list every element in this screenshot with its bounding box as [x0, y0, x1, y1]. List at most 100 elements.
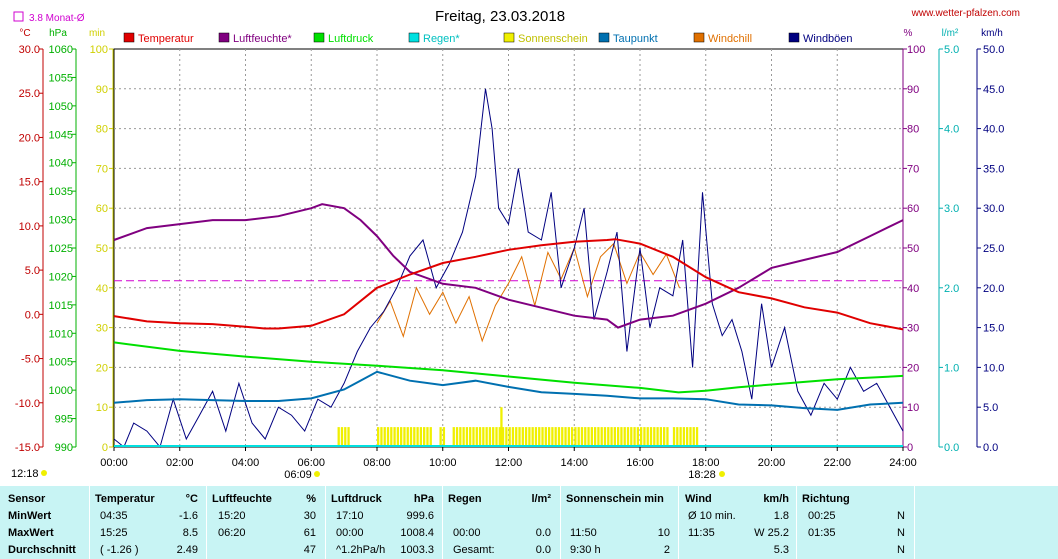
sunshine-bar	[452, 427, 455, 447]
legend-label: Luftdruck	[328, 33, 374, 45]
sunshine-bar	[521, 427, 524, 447]
x-tick-label: 12:00	[495, 457, 523, 469]
sunshine-bar	[475, 427, 478, 447]
sunshine-bar	[531, 427, 534, 447]
sunshine-bar	[551, 427, 554, 447]
legend-label: Taupunkt	[613, 33, 658, 45]
stats-cell-r_val: 0.0	[535, 544, 551, 556]
legend-label: Windchill	[708, 33, 752, 45]
stats-header-rain: Regen	[448, 493, 482, 505]
sunshine-bar	[561, 427, 564, 447]
stats-cell-h_val: 47	[303, 544, 316, 556]
axis-label-pressure: 995	[55, 414, 73, 426]
stats-header-dir: Richtung	[802, 493, 850, 505]
axis-label-humidity: 100	[907, 44, 925, 56]
x-axis-ticks: 00:00 02:00 04:00 06:00 08:00 10:00 12:00 14:00…	[11, 447, 917, 481]
sunshine-bar	[498, 427, 501, 447]
axis-label-humidity: 50	[907, 243, 919, 255]
stats-cell-h_time: 15:20	[218, 510, 246, 522]
sunshine-bar-max	[500, 407, 503, 447]
sunshine-bar	[488, 427, 492, 447]
axis-label-temp: 25.0	[19, 88, 40, 100]
sunshine-bar	[620, 427, 623, 447]
sunshine-bar	[337, 427, 340, 447]
site-link[interactable]: www.wetter-pfalzen.com	[911, 8, 1020, 19]
sunshine-bar	[380, 427, 383, 447]
sunshine-bar	[570, 427, 574, 447]
legend-swatch	[788, 32, 800, 43]
sunshine-bar	[676, 427, 679, 447]
sunshine-bar	[426, 427, 429, 447]
sunshine-bar	[396, 427, 400, 447]
axis-label-wind: 50.0	[983, 44, 1004, 56]
stats-cell-w_time: Ø 10 min.	[688, 510, 736, 522]
sunshine-bar	[478, 427, 482, 447]
legend-swatch	[218, 32, 230, 43]
stats-header-wind: Wind	[685, 493, 712, 505]
sunshine-bar	[630, 427, 633, 447]
stats-cell-p_val: 1003.3	[400, 544, 434, 556]
sunshine-bar	[400, 427, 403, 447]
axis-label-wind: 30.0	[983, 203, 1004, 215]
sunshine-bar	[524, 427, 528, 447]
sunshine-bar	[459, 427, 462, 447]
x-tick-label: 18:00	[692, 457, 720, 469]
axis-label-temp: 30.0	[19, 44, 40, 56]
sunshine-bar	[603, 427, 607, 447]
left-time-label: 12:18	[11, 468, 39, 480]
sunshine-bar	[515, 427, 518, 447]
sunset-icon	[719, 471, 725, 477]
sunshine-bar	[692, 427, 695, 447]
stats-header-sensor: Sensor	[8, 493, 46, 505]
legend-swatch	[313, 32, 325, 43]
legend-swatch	[693, 32, 705, 43]
stats-cell-label: Durchschnitt	[8, 544, 76, 556]
sunshine-bar	[682, 427, 686, 447]
sunshine-bar	[344, 427, 347, 447]
legend-label: Regen*	[423, 33, 460, 45]
sunshine-bar	[538, 427, 541, 447]
sunshine-bar	[505, 427, 508, 447]
axis-label-wind: 25.0	[983, 243, 1004, 255]
axis-label-pressure: 1015	[49, 300, 73, 312]
sunshine-bar	[544, 427, 547, 447]
legend-label: Luftfeuchte*	[233, 33, 292, 45]
stats-cell-h_val: 30	[303, 510, 316, 522]
table-separator	[325, 486, 326, 559]
sunshine-bar	[686, 427, 689, 447]
stats-header-press_unit: hPa	[413, 493, 434, 505]
sunshine-bar	[666, 427, 669, 447]
stats-cell-r_val: 0.0	[535, 527, 551, 539]
sunshine-bar	[429, 427, 432, 447]
stats-cell-r_time: 00:00	[453, 527, 481, 539]
statistics-table: Sensor Temperatur °C Luftfeuchte% Luftdruck h…	[0, 486, 1058, 559]
stats-cell-s_val: 10	[657, 527, 670, 539]
axis-unit-humidity: %	[904, 28, 913, 39]
axis-label-sun: 50	[96, 243, 108, 255]
left-time-icon	[41, 470, 47, 476]
stats-cell-p_time: 00:00	[336, 527, 364, 539]
sunshine-bar	[567, 427, 570, 447]
stats-header-temp: Temperatur	[95, 493, 155, 505]
axis-label-sun: 80	[96, 124, 108, 136]
series-line-windböen	[113, 88, 904, 449]
sunshine-bar	[590, 427, 593, 447]
sunshine-bar	[613, 427, 616, 447]
table-separator	[206, 486, 207, 559]
legend-swatch	[503, 32, 515, 43]
stats-cell-w_val: 5.3	[773, 544, 789, 556]
stats-header-hum: Luftfeuchte	[212, 493, 272, 505]
axis-label-humidity: 10	[907, 402, 919, 414]
axis-label-pressure: 1055	[49, 72, 73, 84]
sunshine-bar	[377, 427, 380, 447]
sunshine-bar	[419, 427, 423, 447]
sunshine-bar	[607, 427, 610, 447]
axis-label-humidity: 40	[907, 283, 919, 295]
sunshine-bar	[416, 427, 419, 447]
sunshine-bar	[593, 427, 597, 447]
x-tick-label: 04:00	[232, 457, 260, 469]
axis-unit-pressure: hPa	[49, 28, 67, 39]
chart-title: Freitag, 23.03.2018	[435, 8, 565, 25]
axis-label-sun: 40	[96, 283, 108, 295]
stats-header-temp_unit: °C	[185, 493, 198, 505]
